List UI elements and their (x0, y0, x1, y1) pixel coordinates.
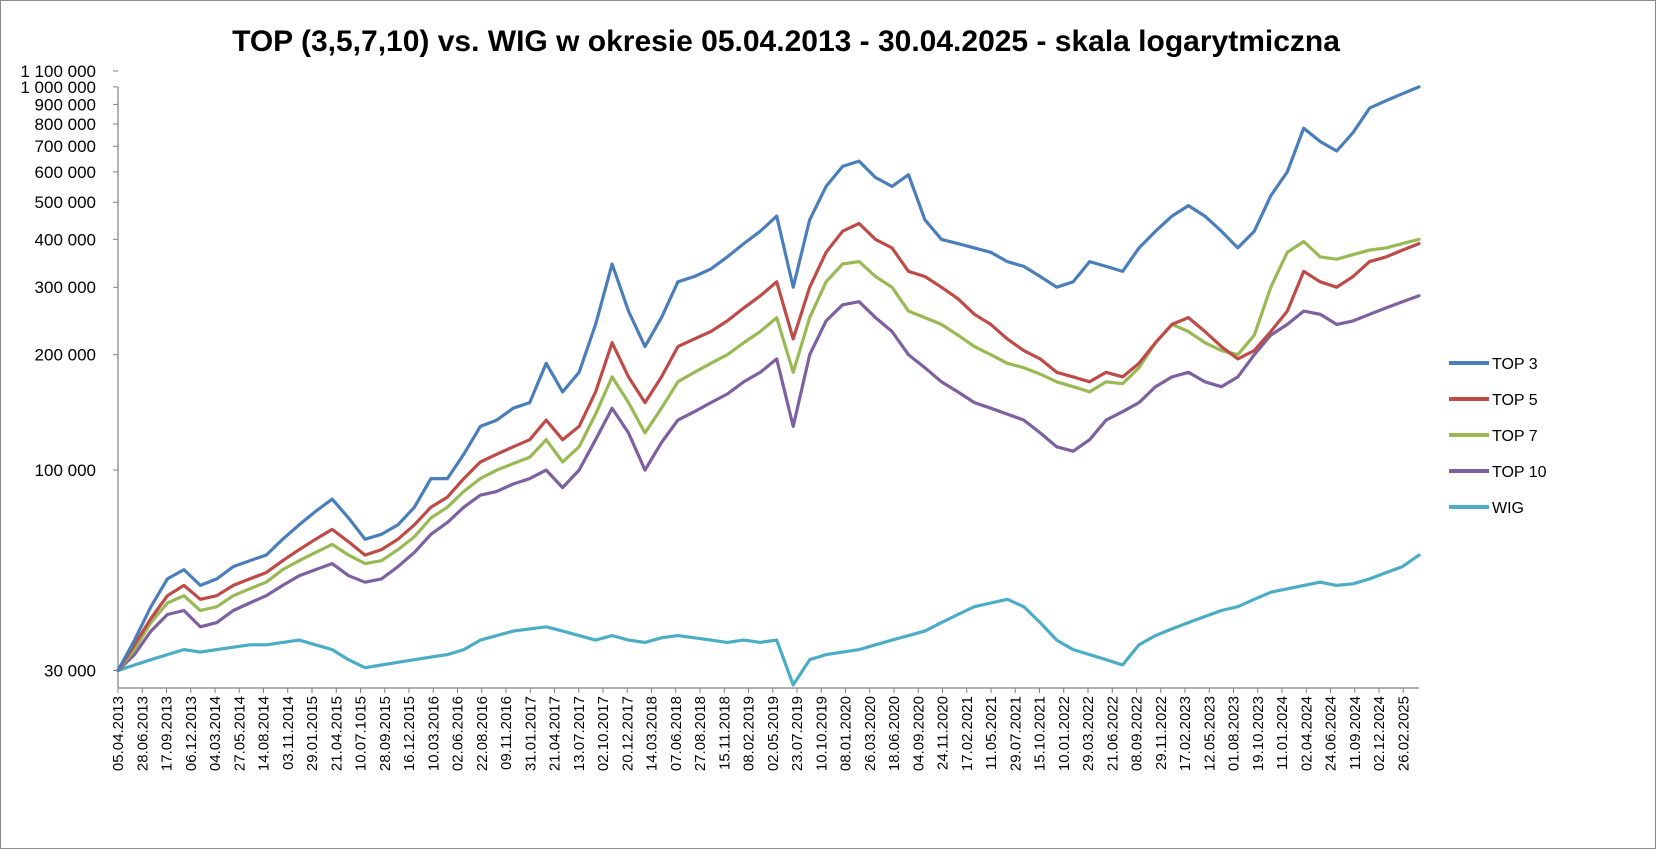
x-tick-label: 06.12.2013 (183, 696, 200, 771)
x-tick-label: 21.04.2015 (328, 696, 345, 771)
y-tick-label: 1 100 000 (20, 62, 96, 81)
x-tick-label: 07.06.2018 (668, 696, 685, 771)
x-tick-label: 14.03.2018 (644, 696, 661, 771)
x-tick-label: 27.08.2018 (692, 696, 709, 771)
x-tick-label: 28.06.2013 (134, 696, 151, 771)
legend-label-top-10: TOP 10 (1492, 464, 1547, 481)
x-tick-label: 09.11.2016 (498, 696, 515, 770)
series-lines (116, 85, 1421, 687)
x-tick-label: 19.10.2023 (1250, 696, 1267, 771)
x-tick-label: 27.05.2014 (231, 696, 248, 771)
x-tick-label: 15.10.2021 (1032, 696, 1049, 771)
x-tick-label: 29.11.2022 (1153, 696, 1170, 770)
y-tick-label: 500 000 (35, 193, 96, 212)
legend: TOP 3 TOP 5 TOP 7 TOP 10 WIG (1449, 356, 1547, 517)
x-tick-label: 24.11.2020 (935, 696, 952, 770)
x-tick-label: 03.11.2014 (280, 696, 297, 770)
x-tick-label: 08.02.2019 (741, 696, 758, 771)
x-tick-label: 02.10.2017 (595, 696, 612, 771)
x-tick-label: 08.09.2022 (1129, 696, 1146, 771)
x-tick-label: 29.03.2022 (1080, 696, 1097, 771)
x-tick-label: 17.09.2013 (159, 696, 176, 771)
x-tick-label: 10.03.2016 (425, 696, 442, 771)
x-tick-label: 11.01.2024 (1274, 696, 1291, 770)
x-tick-label: 11.09.2024 (1347, 696, 1364, 770)
x-tick-label: 02.12.2024 (1371, 696, 1388, 771)
y-tick-label: 400 000 (35, 230, 96, 249)
x-tick-label: 29.07.2021 (1007, 696, 1024, 771)
series-line-wig (116, 553, 1421, 687)
legend-label-top-3: TOP 3 (1492, 356, 1538, 373)
y-tick-label: 300 000 (35, 278, 96, 297)
x-tick-label: 02.06.2016 (450, 696, 467, 771)
x-tick-label: 17.02.2023 (1177, 696, 1194, 771)
x-tick-label: 08.01.2020 (838, 696, 855, 771)
x-tick-label: 29.01.2015 (304, 696, 321, 771)
x-tick-label: 14.08.2014 (256, 696, 273, 771)
axes (117, 87, 1419, 689)
y-tick-label: 200 000 (35, 346, 96, 365)
series-line-top-5 (116, 221, 1421, 673)
x-tick-label: 24.06.2024 (1323, 696, 1340, 771)
x-tick-label: 16.12.2015 (401, 696, 418, 771)
series-line-top-3 (116, 85, 1421, 673)
x-tick-label: 13.07.2017 (571, 696, 588, 771)
series-line-top-7 (116, 237, 1421, 673)
series-line-top-10 (116, 294, 1421, 673)
x-tick-label: 26.03.2020 (862, 696, 879, 771)
x-tick-label: 02.04.2024 (1298, 696, 1315, 771)
x-tick-label: 26.02.2025 (1395, 696, 1412, 771)
x-tick-label: 04.03.2014 (207, 696, 224, 771)
x-tick-label: 20.12.2017 (619, 696, 636, 771)
y-tick-label: 30 000 (44, 661, 96, 680)
x-tick-label: 10.01.2022 (1056, 696, 1073, 771)
y-tick-label: 600 000 (35, 163, 96, 182)
chart-title: TOP (3,5,7,10) vs. WIG w okresie 05.04.2… (232, 25, 1340, 58)
x-tick-label: 10.07.1015 (353, 696, 370, 771)
x-tick-label: 12.05.2023 (1201, 696, 1218, 771)
x-tick-label: 31.01.2017 (522, 696, 539, 771)
legend-label-top-7: TOP 7 (1492, 428, 1538, 445)
y-tick-label: 700 000 (35, 137, 96, 156)
x-tick-label: 11.05.2021 (983, 696, 1000, 770)
x-tick-label: 21.06.2022 (1104, 696, 1121, 771)
x-tick-label: 23.07.2019 (789, 696, 806, 771)
x-tick-label: 21.04.2017 (547, 696, 564, 771)
legend-label-top-5: TOP 5 (1492, 392, 1538, 409)
legend-label-wig: WIG (1492, 500, 1524, 517)
x-tick-label: 15.11.2018 (716, 696, 733, 770)
x-tick-label: 18.06.2020 (886, 696, 903, 771)
x-tick-label: 10.10.2019 (813, 696, 830, 771)
y-tick-label: 900 000 (35, 95, 96, 114)
x-tick-label: 28.09.2015 (377, 696, 394, 771)
x-tick-label: 22.08.2016 (474, 696, 491, 771)
x-tick-label: 05.04.2013 (110, 696, 127, 771)
x-tick-label: 01.08.2023 (1226, 696, 1243, 771)
y-tick-label: 100 000 (35, 461, 96, 480)
x-tick-label: 04.09.2020 (910, 696, 927, 771)
x-axis-ticks: 05.04.2013 28.06.2013 17.09.2013 06.12.2013… (110, 688, 1412, 771)
y-tick-label: 800 000 (35, 115, 96, 134)
x-tick-label: 17.02.2021 (959, 696, 976, 771)
x-tick-label: 02.05.2019 (765, 696, 782, 771)
y-axis-ticks: 30 000 100 000 200 000 300 000 400 000 500 00… (20, 62, 118, 680)
y-tick-label: 1 000 000 (20, 78, 96, 97)
